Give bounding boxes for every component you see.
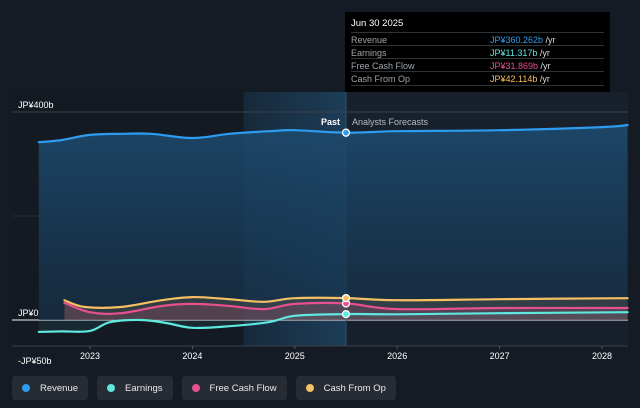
earnings-line xyxy=(37,311,629,334)
tooltip-unit: /yr xyxy=(543,35,556,45)
revenue-line xyxy=(37,123,629,144)
y-tick-label: -JP¥50b xyxy=(18,356,52,366)
tooltip-value: JP¥31.869b xyxy=(490,61,539,71)
tooltip-date: Jun 30 2025 xyxy=(351,18,404,29)
cash-from-op-line xyxy=(63,295,629,309)
legend-label: Cash From Op xyxy=(323,382,386,394)
tooltip: Jun 30 2025 Revenue JP¥360.262b /yr Earn… xyxy=(345,12,610,92)
free-cash-flow-line xyxy=(63,301,629,316)
x-tick-label: 2025 xyxy=(285,351,305,361)
earnings-marker xyxy=(341,309,351,319)
y-tick-label: JP¥400b xyxy=(18,100,54,110)
legend-dot-icon xyxy=(107,384,116,392)
past-label: Past xyxy=(321,117,340,127)
x-tick-label: 2024 xyxy=(182,351,202,361)
cash-from-op-marker xyxy=(341,293,351,303)
x-tick-label: 2028 xyxy=(592,351,612,361)
tooltip-row-cash-from-op: Cash From Op JP¥42.114b /yr xyxy=(351,71,604,86)
tooltip-value: JP¥42.114b xyxy=(490,74,538,84)
forecast-label: Analysts Forecasts xyxy=(352,117,429,127)
tooltip-label: Revenue xyxy=(351,35,388,45)
legend-label: Revenue xyxy=(40,382,79,394)
legend-item-revenue[interactable]: Revenue xyxy=(12,376,89,400)
revenue-marker xyxy=(341,128,351,137)
revenue-area xyxy=(38,125,628,320)
legend-dot-icon xyxy=(305,384,314,392)
tooltip-unit: /yr xyxy=(537,74,550,84)
legend: Revenue Earnings Free Cash Flow Cash Fro… xyxy=(12,376,396,401)
legend-item-cash-from-op[interactable]: Cash From Op xyxy=(295,376,396,400)
tooltip-unit: /yr xyxy=(537,48,550,58)
tooltip-row-revenue: Revenue JP¥360.262b /yr xyxy=(351,32,604,46)
tooltip-label: Earnings xyxy=(351,48,387,58)
legend-label: Earnings xyxy=(125,382,163,394)
x-tick-label: 2027 xyxy=(490,351,510,361)
tooltip-value: JP¥11.317b xyxy=(490,48,538,58)
y-tick-label: JP¥0 xyxy=(18,308,39,318)
x-tick-label: 2026 xyxy=(387,351,407,361)
legend-item-free-cash-flow[interactable]: Free Cash Flow xyxy=(181,376,287,400)
legend-label: Free Cash Flow xyxy=(209,382,277,394)
tooltip-unit: /yr xyxy=(538,61,551,71)
x-tick-label: 2023 xyxy=(80,351,100,361)
legend-dot-icon xyxy=(22,384,30,392)
legend-dot-icon xyxy=(191,384,200,392)
tooltip-value: JP¥360.262b xyxy=(490,35,544,45)
tooltip-label: Cash From Op xyxy=(351,74,411,84)
tooltip-row-free-cash-flow: Free Cash Flow JP¥31.869b /yr xyxy=(351,58,604,72)
legend-item-earnings[interactable]: Earnings xyxy=(97,376,173,400)
tooltip-label: Free Cash Flow xyxy=(351,61,415,71)
tooltip-row-earnings: Earnings JP¥11.317b /yr xyxy=(351,45,604,59)
